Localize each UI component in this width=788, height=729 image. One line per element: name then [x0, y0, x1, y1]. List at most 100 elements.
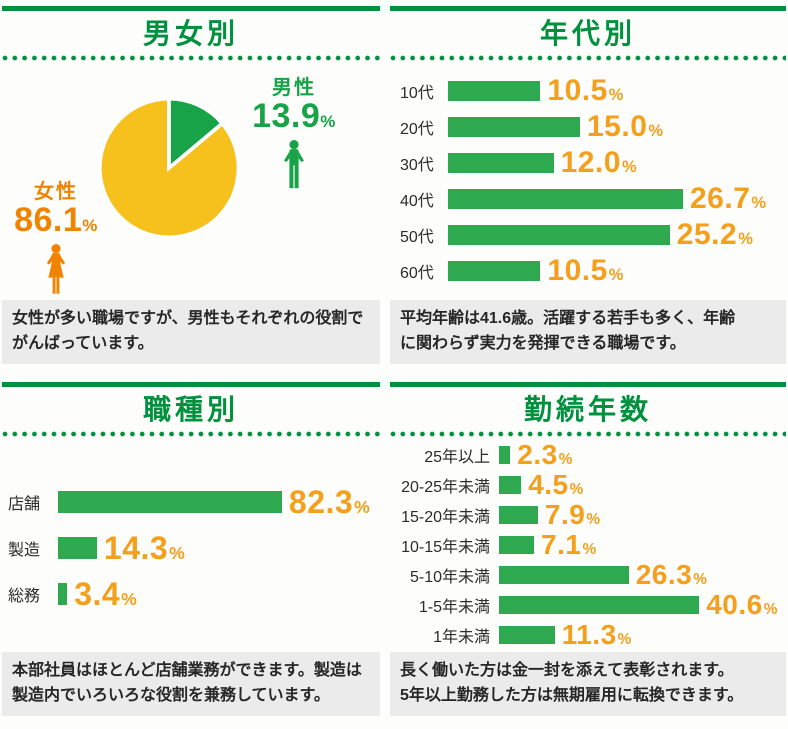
- bar-value-label: 26.7%: [690, 182, 767, 216]
- percent-sign: %: [621, 158, 638, 177]
- bar-category-label: 30代: [400, 157, 434, 175]
- bar-category-label: 10代: [400, 85, 434, 103]
- bar: [448, 117, 580, 138]
- bar-value-label: 26.3%: [635, 559, 708, 591]
- bar-row: 30代 12.0%: [400, 145, 786, 181]
- tenure-caption: 長く働いた方は金一封を添えて表彰されます。 5年以上勤務した方は無期雇用に転換で…: [390, 652, 786, 716]
- bar-category-label: 20代: [400, 121, 434, 139]
- bar-value-label: 2.3%: [517, 439, 573, 471]
- job-bar-chart: 店舗 82.3% 製造 14.3% 総務 3.4%: [2, 437, 380, 652]
- panel-top-rule: [390, 382, 786, 387]
- gender-chart-area: 男性 13.9% 女性 86.1%: [2, 61, 380, 300]
- percent-sign: %: [608, 86, 624, 105]
- panel-title-age: 年代別: [539, 18, 636, 49]
- bar-row: 1-5年未満 40.6%: [390, 590, 786, 620]
- tenure-bar-chart: 25年以上 2.3% 20-25年未満 4.5% 15-20年未満 7.9% 10-15年未…: [390, 437, 786, 652]
- bar-category-label: 25年以上: [424, 449, 490, 467]
- bar-row: 60代 10.5%: [400, 253, 786, 289]
- bar-category-label: 5-10年未満: [409, 569, 490, 587]
- caption-line: がんばっています。: [12, 335, 154, 353]
- bar-value-label: 10.5%: [547, 74, 624, 108]
- male-label: 男性: [272, 77, 316, 100]
- bar-row: 10代 10.5%: [400, 73, 786, 109]
- caption-line: 女性が多い職場ですが、男性もそれぞれの役割で: [12, 310, 364, 328]
- bar: [448, 153, 554, 174]
- bar-value-label: 12.0%: [560, 146, 638, 180]
- bar-category-label: 1-5年未満: [418, 599, 490, 617]
- panel-title-job: 職種別: [142, 394, 239, 425]
- bar-category-label: 60代: [400, 265, 434, 283]
- dotted-divider: [390, 431, 786, 438]
- male-value: 13.9%: [246, 98, 342, 135]
- bar-value-label: 7.9%: [544, 499, 601, 531]
- bar: [58, 583, 68, 606]
- panel-title-tenure: 勤続年数: [523, 394, 652, 425]
- percent-sign: %: [569, 481, 584, 499]
- female-label: 女性: [34, 181, 78, 204]
- bar: [448, 261, 541, 282]
- bar: [499, 626, 555, 645]
- female-value: 86.1%: [6, 201, 106, 240]
- percent-sign: %: [751, 194, 767, 213]
- bar-row: 10-15年未満 7.1%: [390, 530, 786, 560]
- caption-line: 5年以上勤務した方は無期雇用に転換できます。: [400, 687, 744, 705]
- bar-category-label: 15-20年未満: [401, 509, 490, 527]
- panel-top-rule: [2, 382, 380, 387]
- panel-title-gender: 男女別: [142, 18, 239, 49]
- percent-sign: %: [617, 631, 632, 649]
- percent-sign: %: [558, 451, 573, 469]
- bar-row: 総務 3.4%: [8, 571, 380, 617]
- bar-row: 40代 26.7%: [400, 181, 786, 217]
- bar-value-label: 15.0%: [587, 110, 664, 144]
- bar-value-label: 14.3%: [103, 530, 186, 567]
- bar-row: 15-20年未満 7.9%: [390, 500, 786, 530]
- bar: [499, 536, 534, 555]
- panel-gender: 男女別 男性 13.9%: [2, 6, 380, 364]
- bar-row: 25年以上 2.3%: [390, 440, 786, 470]
- panel-top-rule: [2, 6, 380, 11]
- female-value-number: 86.1: [14, 201, 83, 240]
- bar-category-label: 総務: [8, 588, 41, 606]
- bar-row: 製造 14.3%: [8, 525, 380, 571]
- bar-category-label: 店舗: [8, 496, 41, 514]
- percent-sign: %: [738, 230, 754, 249]
- age-caption: 平均年齢は41.6歳。活躍する若手も多く、年齢 に関わらず実力を発揮できる職場で…: [390, 300, 786, 364]
- bar: [448, 81, 541, 102]
- bar: [58, 537, 97, 560]
- percent-sign: %: [169, 543, 186, 564]
- male-figure-icon: [284, 139, 304, 189]
- male-legend: 男性 13.9%: [246, 77, 342, 194]
- quadrant-grid: 男女別 男性 13.9%: [2, 6, 788, 716]
- bar-row: 5-10年未満 26.3%: [390, 560, 786, 590]
- bar-row: 20-25年未満 4.5%: [390, 470, 786, 500]
- bar-value-label: 7.1%: [541, 529, 597, 561]
- bar: [448, 225, 670, 246]
- dotted-divider: [2, 431, 380, 438]
- female-legend: 女性 86.1%: [6, 181, 106, 298]
- bar-row: 店舗 82.3%: [8, 479, 380, 525]
- bar-category-label: 20-25年未満: [401, 479, 490, 497]
- percent-sign: %: [693, 571, 708, 589]
- bar: [499, 446, 511, 465]
- bar-category-label: 50代: [400, 229, 434, 247]
- bar-value-label: 3.4%: [74, 576, 138, 613]
- caption-line: 製造内でいろいろな役割を兼務しています。: [12, 687, 330, 705]
- percent-sign: %: [354, 497, 371, 518]
- panel-tenure: 勤続年数 25年以上 2.3% 20-25年未満 4.5% 15-20年未満 7.9% 10…: [390, 382, 786, 716]
- bar: [448, 189, 683, 210]
- panel-job: 職種別 店舗 82.3% 製造 14.3% 総務 3.4% 本部社員はほとんど店舗業務がで…: [2, 382, 380, 716]
- bar-category-label: 10-15年未満: [401, 539, 490, 557]
- panel-top-rule: [390, 6, 786, 11]
- bar-value-label: 82.3%: [288, 484, 371, 521]
- bar-value-label: 11.3%: [561, 619, 632, 651]
- bar: [58, 491, 282, 514]
- bar: [499, 596, 700, 615]
- dotted-divider: [390, 55, 786, 62]
- bar-row: 20代 15.0%: [400, 109, 786, 145]
- caption-line: に関わらず実力を発揮できる職場です。: [400, 335, 686, 353]
- caption-line: 長く働いた方は金一封を添えて表彰されます。: [400, 662, 734, 680]
- percent-sign: %: [82, 216, 98, 236]
- pie-slice-male: [167, 96, 225, 173]
- caption-line: 本部社員はほとんど店舗業務ができます。製造は: [12, 662, 362, 680]
